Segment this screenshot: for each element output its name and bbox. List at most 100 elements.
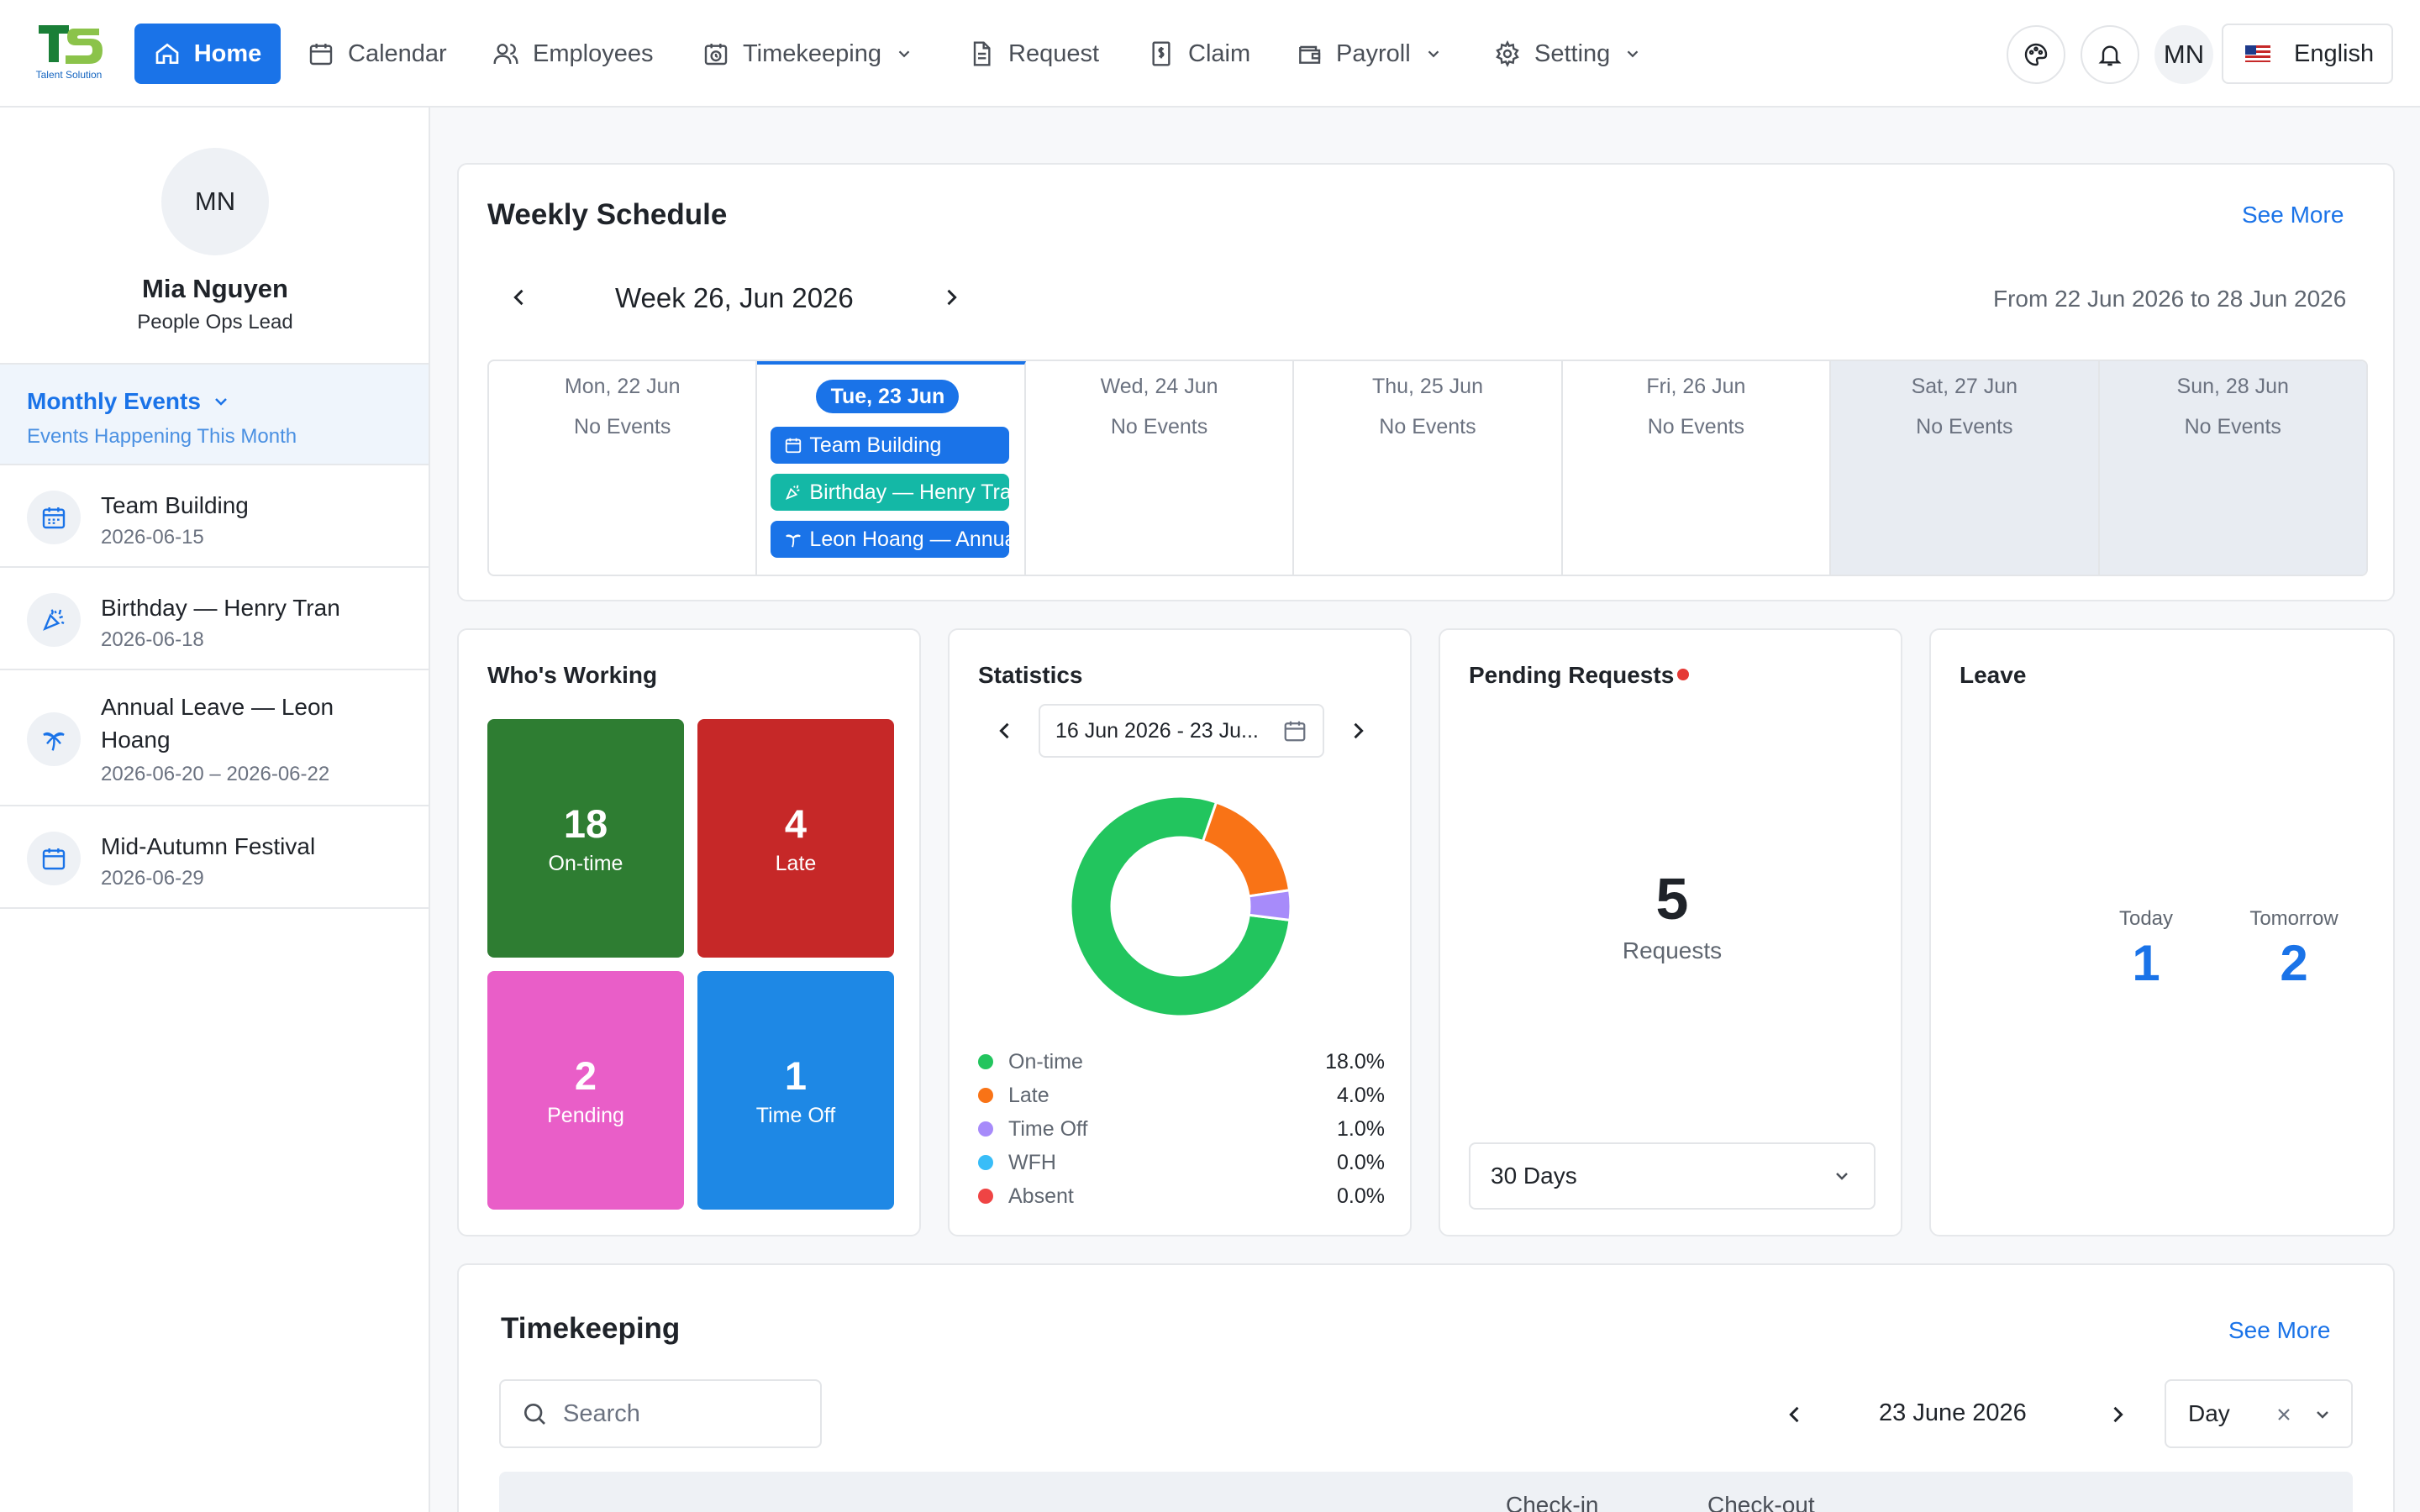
statistics-date-range[interactable]: 16 Jun 2026 - 23 Ju... xyxy=(1039,704,1324,758)
legend-item: Time Off 1.0% xyxy=(978,1112,1385,1146)
nav-home-label: Home xyxy=(193,39,262,67)
donut-slice-late[interactable] xyxy=(1201,801,1292,898)
profile-role: People Ops Lead xyxy=(137,311,293,333)
party-popper-icon xyxy=(43,609,65,631)
search-input[interactable] xyxy=(563,1399,815,1428)
logo[interactable]: Talent Solution xyxy=(27,20,111,84)
profile-name: Mia Nguyen xyxy=(142,274,288,303)
donut-slice-on-time[interactable] xyxy=(1069,795,1292,1018)
logo-text: Talent Solution xyxy=(35,69,103,81)
clear-icon[interactable] xyxy=(2274,1404,2294,1425)
list-item[interactable]: Team Building 2026-06-15 xyxy=(0,467,429,568)
palette-icon xyxy=(2024,43,2048,66)
legend-value: 18.0% xyxy=(1325,1049,1385,1074)
legend-dot xyxy=(978,1054,993,1069)
day-cell[interactable]: Thu, 25 Jun No Events xyxy=(1294,361,1563,575)
day-cell[interactable]: Wed, 24 Jun No Events xyxy=(1026,361,1295,575)
monthly-events-header[interactable]: Monthly Events Events Happening This Mon… xyxy=(0,363,429,465)
nav-setting[interactable]: Setting xyxy=(1494,24,1642,84)
event-chip[interactable]: Leon Hoang — Annual Leave xyxy=(771,521,1010,558)
legend-label: On-time xyxy=(1008,1049,1083,1074)
event-title: Annual Leave — Leon Hoang xyxy=(101,694,334,753)
timekeeping-see-more[interactable]: See More xyxy=(2228,1317,2331,1343)
prev-period-button[interactable] xyxy=(993,719,1017,743)
event-chip[interactable]: Team Building xyxy=(771,427,1010,464)
event-title: Team Building xyxy=(101,492,249,518)
prev-day-button[interactable] xyxy=(1783,1403,1807,1426)
tile-value: 18 xyxy=(563,801,608,846)
late-tile[interactable]: 4 Late xyxy=(697,719,894,958)
nav-payroll[interactable]: Payroll xyxy=(1296,24,1443,84)
us-flag-icon xyxy=(2245,45,2270,62)
timekeeping-search[interactable] xyxy=(499,1379,822,1448)
date-range-text: 16 Jun 2026 - 23 Ju... xyxy=(1055,718,1259,743)
leave-today-value[interactable]: 1 xyxy=(2132,935,2160,991)
pending-count-label: Requests xyxy=(1622,937,1723,963)
pending-period-select[interactable]: 30 Days xyxy=(1469,1142,1876,1210)
notifications-button[interactable] xyxy=(2081,25,2139,84)
event-icon xyxy=(27,832,81,885)
time-off-tile[interactable]: 1 Time Off xyxy=(697,971,894,1210)
calendar-icon xyxy=(786,438,802,454)
monthly-events-title[interactable]: Monthly Events xyxy=(27,388,231,415)
palm-tree-icon xyxy=(786,534,802,548)
nav-home[interactable]: Home xyxy=(134,24,281,84)
list-item[interactable]: Annual Leave — Leon Hoang 2026-06-20 – 2… xyxy=(0,672,429,806)
legend-dot xyxy=(978,1121,993,1137)
chevron-down-icon xyxy=(1627,50,1639,58)
no-events-text: No Events xyxy=(1647,415,1745,438)
list-item[interactable]: Birthday — Henry Tran 2026-06-18 xyxy=(0,570,429,670)
pending-indicator-dot xyxy=(1677,669,1689,680)
legend-value: 0.0% xyxy=(1337,1184,1385,1208)
weekly-schedule-title: Weekly Schedule xyxy=(487,198,728,231)
week-days-grid: Mon, 22 Jun No Events Tue, 23 Jun Team B… xyxy=(487,360,2368,576)
list-item[interactable]: Mid-Autumn Festival 2026-06-29 xyxy=(0,808,429,909)
next-period-button[interactable] xyxy=(1346,719,1370,743)
timekeeping-view-select[interactable]: Day xyxy=(2165,1379,2353,1448)
user-avatar[interactable]: MN xyxy=(2154,25,2213,84)
event-date: 2026-06-20 – 2026-06-22 xyxy=(101,763,330,785)
leave-tomorrow-value[interactable]: 2 xyxy=(2280,935,2308,991)
on-time-tile[interactable]: 18 On-time xyxy=(487,719,684,958)
next-day-button[interactable] xyxy=(2106,1403,2129,1426)
theme-button[interactable] xyxy=(2007,25,2065,84)
event-chip[interactable]: Birthday — Henry Tran xyxy=(771,474,1010,511)
pending-period-value: 30 Days xyxy=(1491,1163,1577,1189)
timekeeping-date: 23 June 2026 xyxy=(1879,1399,2027,1426)
no-events-text: No Events xyxy=(1379,415,1476,438)
day-label: Fri, 26 Jun xyxy=(1646,375,1746,398)
next-week-button[interactable] xyxy=(939,286,963,309)
day-cell[interactable]: Mon, 22 Jun No Events xyxy=(489,361,758,575)
weekly-schedule-see-more[interactable]: See More xyxy=(2242,202,2344,228)
view-select-value: Day xyxy=(2188,1400,2230,1426)
tile-value: 2 xyxy=(574,1053,597,1098)
nav-timekeeping[interactable]: Timekeeping xyxy=(702,24,913,84)
profile-avatar[interactable]: MN xyxy=(161,148,269,255)
nav-calendar[interactable]: Calendar xyxy=(308,24,447,84)
monthly-events-subtitle: Events Happening This Month xyxy=(27,425,297,448)
language-selector[interactable]: English xyxy=(2222,24,2393,84)
day-cell[interactable]: Fri, 26 Jun No Events xyxy=(1563,361,1832,575)
day-cell-today[interactable]: Tue, 23 Jun Team Building Birthday — Hen… xyxy=(757,361,1026,575)
legend-label: WFH xyxy=(1008,1150,1056,1174)
gear-icon xyxy=(1496,40,1519,67)
language-label: English xyxy=(2294,39,2375,67)
pending-tile[interactable]: 2 Pending xyxy=(487,971,684,1210)
day-cell-weekend[interactable]: Sat, 27 Jun No Events xyxy=(1831,361,2100,575)
day-label: Wed, 24 Jun xyxy=(1100,375,1218,398)
event-chip-label: Birthday — Henry Tran xyxy=(809,480,1010,504)
calendar-icon xyxy=(309,44,333,66)
prev-week-button[interactable] xyxy=(508,286,531,309)
donut-slice-time-off[interactable] xyxy=(1247,889,1292,922)
nav-claim[interactable]: Claim xyxy=(1148,24,1250,84)
nav-request[interactable]: Request xyxy=(968,24,1099,84)
party-popper-icon xyxy=(786,485,801,501)
day-cell-weekend[interactable]: Sun, 28 Jun No Events xyxy=(2099,361,2366,575)
wallet-icon xyxy=(1299,45,1321,64)
tile-label: Time Off xyxy=(755,1104,836,1127)
nav-employees[interactable]: Employees xyxy=(492,24,653,84)
document-icon xyxy=(973,41,991,66)
nav-setting-label: Setting xyxy=(1534,39,1611,67)
legend-item: WFH 0.0% xyxy=(978,1146,1385,1179)
legend-value: 0.0% xyxy=(1337,1150,1385,1174)
